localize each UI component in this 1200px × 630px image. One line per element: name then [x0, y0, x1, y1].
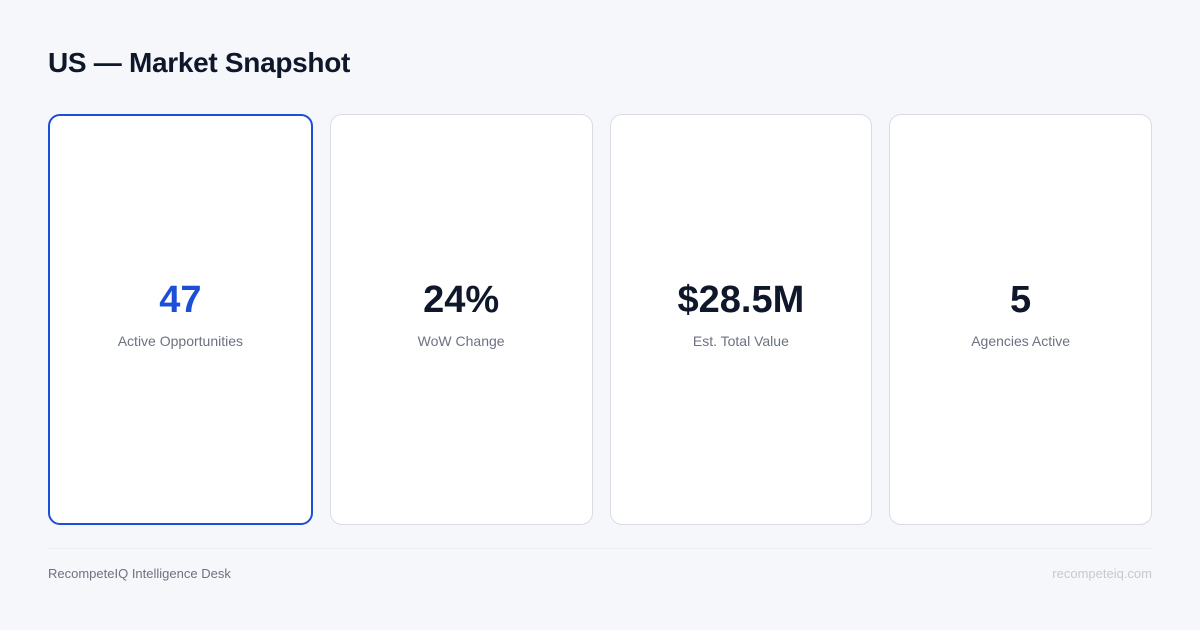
stat-card-total-value: $28.5M Est. Total Value	[609, 114, 873, 525]
footer-brand: RecompeteIQ Intelligence Desk	[48, 566, 231, 581]
footer-divider	[48, 548, 1152, 549]
stat-label: Agencies Active	[971, 332, 1071, 349]
stat-value: 24%	[423, 278, 500, 321]
page-title: US — Market Snapshot	[48, 47, 351, 78]
stat-cards: 47 Active Opportunities 24% WoW Change $…	[48, 114, 1152, 525]
stat-value: 47	[159, 278, 202, 321]
footer-url: recompeteiq.com	[1052, 566, 1152, 581]
stat-card-agencies-active: 5 Agencies Active	[889, 114, 1152, 525]
stat-label: Active Opportunities	[117, 332, 244, 349]
stat-card-wow-change: 24% WoW Change	[329, 114, 593, 525]
stat-value: $28.5M	[677, 278, 805, 321]
stat-label: WoW Change	[417, 332, 505, 349]
stat-value: 5	[1010, 278, 1032, 321]
stat-label: Est. Total Value	[692, 332, 789, 349]
stat-card-active-opportunities: 47 Active Opportunities	[48, 114, 313, 525]
